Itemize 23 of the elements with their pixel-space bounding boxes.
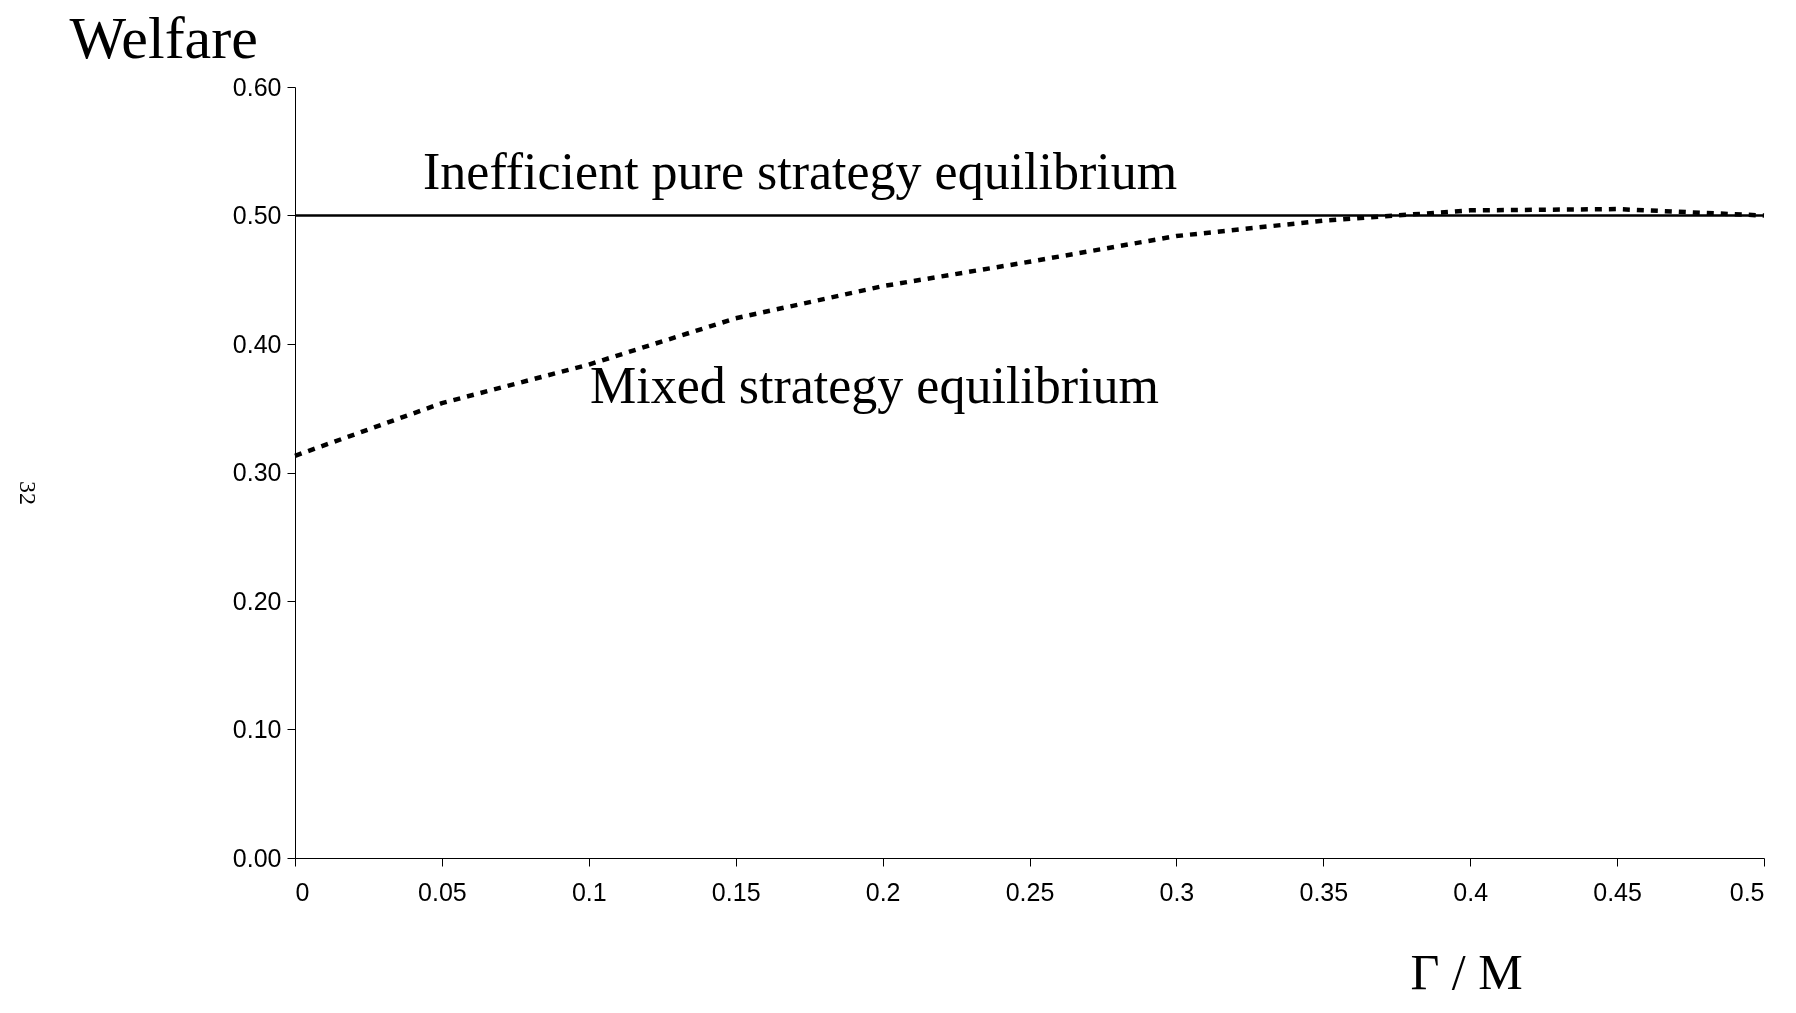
y-tick-label: 0.40 bbox=[232, 329, 282, 358]
x-tick-label: 0 bbox=[295, 877, 310, 906]
y-tick-label: 0.50 bbox=[232, 201, 282, 229]
x-tick-label: 0.5 bbox=[1729, 877, 1765, 906]
series-label: Mixed strategy equilibrium bbox=[590, 357, 1160, 414]
x-tick-label: 0.4 bbox=[1453, 877, 1489, 906]
y-tick-label: 0.60 bbox=[232, 72, 282, 101]
x-tick-label: 0.45 bbox=[1593, 877, 1642, 906]
x-axis-title: Γ / M bbox=[1410, 943, 1523, 1000]
x-tick-label: 0.1 bbox=[571, 877, 607, 906]
series-label: Inefficient pure strategy equilibrium bbox=[423, 143, 1178, 200]
x-tick-label: 0.35 bbox=[1299, 877, 1349, 906]
y-tick-label: 0.00 bbox=[232, 843, 282, 872]
y-tick-label: 0.20 bbox=[232, 586, 282, 615]
x-tick-label: 0.3 bbox=[1159, 877, 1195, 906]
x-tick-label: 0.25 bbox=[1005, 877, 1055, 906]
y-tick-label: 0.30 bbox=[232, 458, 282, 486]
y-tick-label: 0.10 bbox=[232, 715, 282, 743]
y-axis-title: Welfare bbox=[69, 4, 258, 71]
x-tick-label: 0.15 bbox=[711, 877, 761, 906]
x-tick-label: 0.2 bbox=[865, 877, 901, 906]
text: 32 bbox=[15, 481, 41, 505]
x-tick-label: 0.05 bbox=[418, 877, 467, 906]
